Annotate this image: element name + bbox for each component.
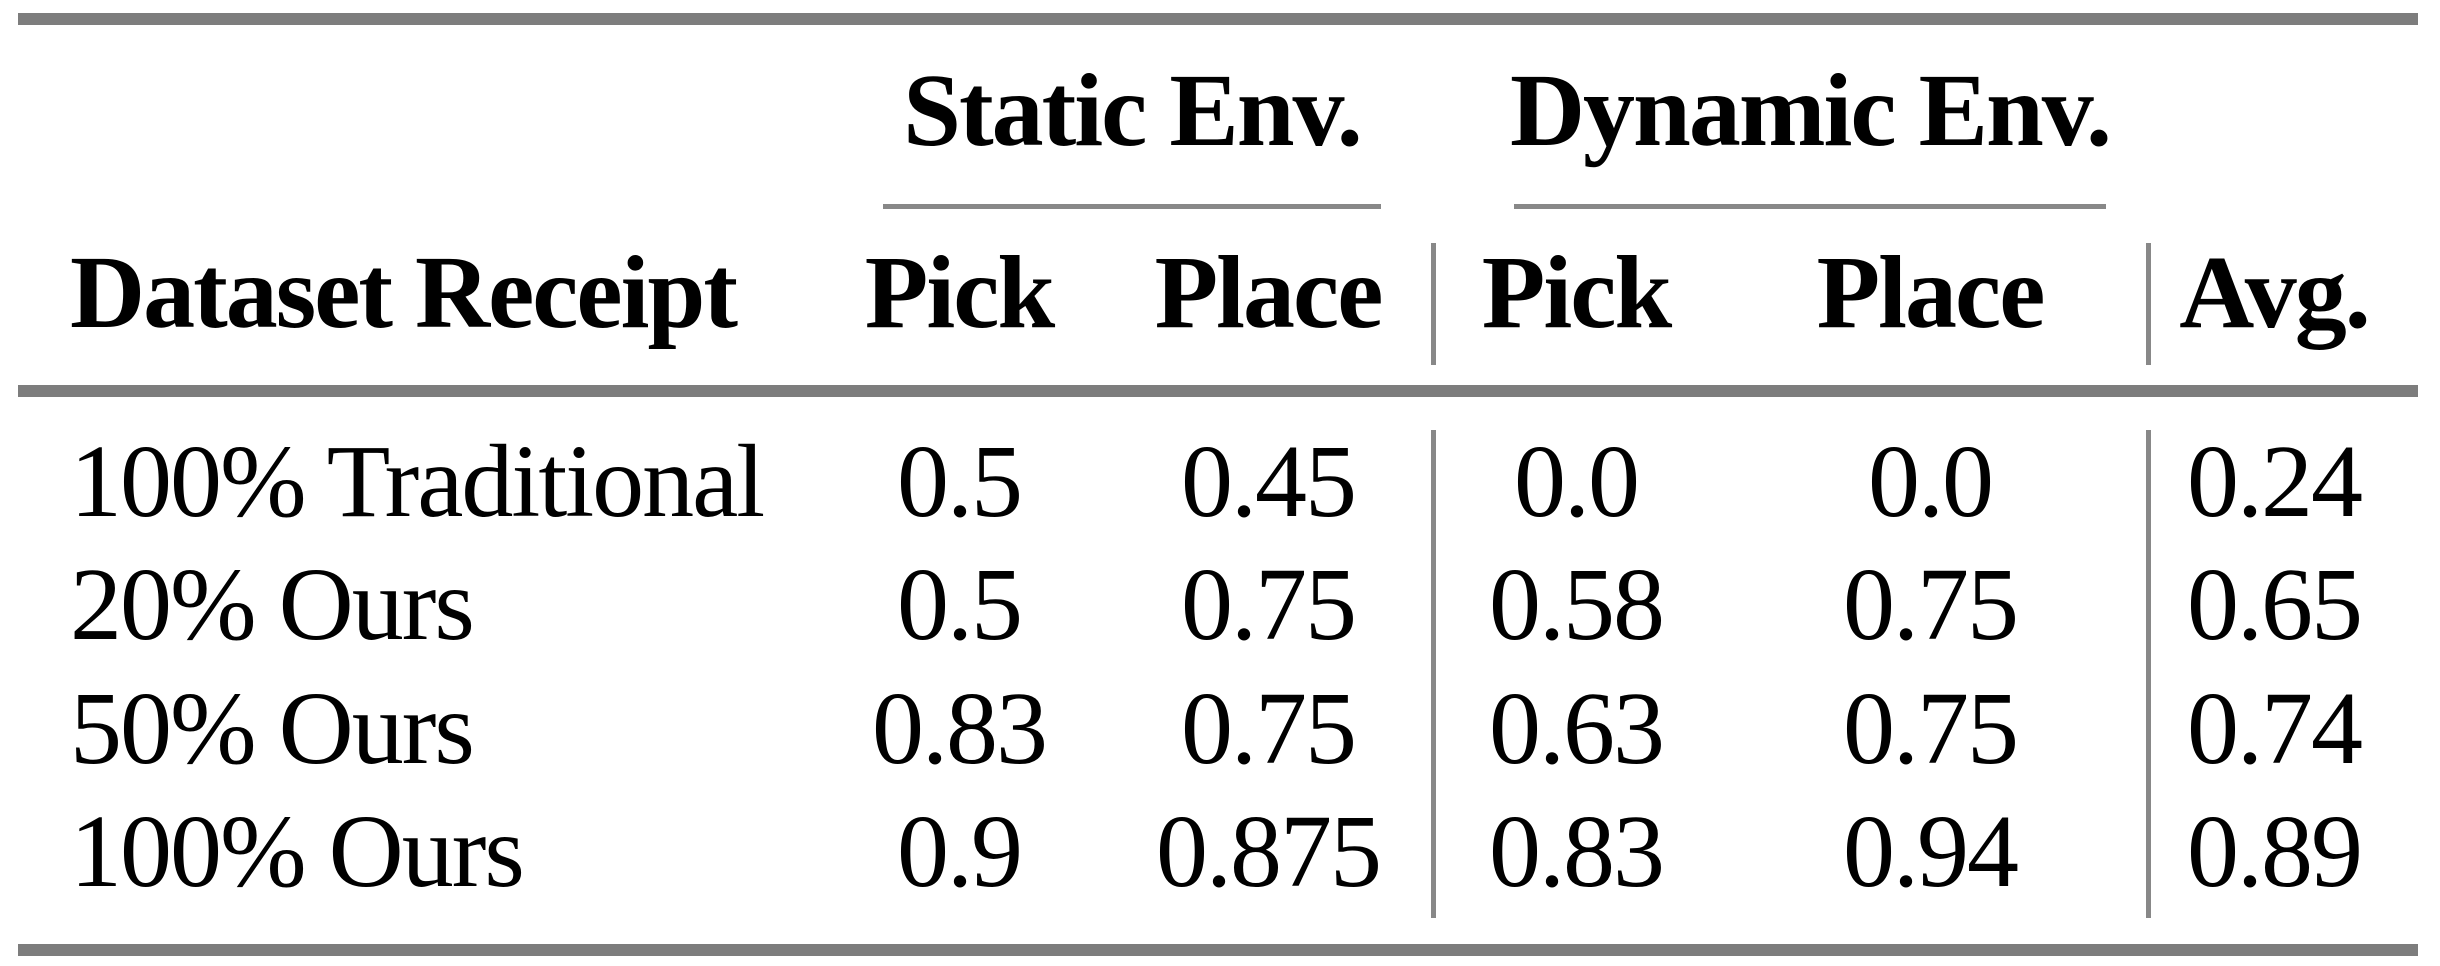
cell-static-place: 0.75 [1181,547,1357,662]
row-label: 100% Traditional [70,424,765,539]
cell-static-place: 0.75 [1181,671,1357,786]
cell-static-place: 0.875 [1156,794,1382,909]
cell-dynamic-pick: 0.58 [1489,547,1665,662]
cell-static-place: 0.45 [1181,424,1357,539]
dynamic-env-cmidrule [1514,204,2106,209]
column-group-dynamic-env: Dynamic Env. [1509,53,2112,168]
cell-static-pick: 0.5 [897,547,1023,662]
row-label: 100% Ours [70,794,525,909]
table-header-rule [18,385,2418,397]
cell-static-pick: 0.9 [897,794,1023,909]
col-header-static-place: Place [1154,235,1384,350]
avg-separator-header [2146,243,2151,365]
table-bottom-rule [18,944,2418,956]
cell-dynamic-place: 0.0 [1868,424,1994,539]
cell-dynamic-place: 0.75 [1843,547,2019,662]
cell-static-pick: 0.83 [872,671,1048,786]
cell-dynamic-pick: 0.63 [1489,671,1665,786]
cell-dynamic-pick: 0.83 [1489,794,1665,909]
avg-separator-body [2146,430,2151,918]
col-header-dynamic-pick: Pick [1481,235,1672,350]
cell-static-pick: 0.5 [897,424,1023,539]
col-header-avg: Avg. [2179,235,2370,350]
column-group-static-env: Static Env. [903,53,1363,168]
row-label: 20% Ours [70,547,475,662]
cell-dynamic-place: 0.94 [1843,794,2019,909]
cell-avg: 0.65 [2187,547,2363,662]
cell-avg: 0.74 [2187,671,2363,786]
cell-dynamic-pick: 0.0 [1514,424,1640,539]
cell-avg: 0.24 [2187,424,2363,539]
static-dynamic-separator-header [1431,243,1436,365]
static-dynamic-separator-body [1431,430,1436,918]
table-top-rule [18,13,2418,25]
cell-dynamic-place: 0.75 [1843,671,2019,786]
col-header-static-pick: Pick [864,235,1055,350]
stub-header: Dataset Receipt [70,235,738,350]
col-header-dynamic-place: Place [1816,235,2046,350]
cell-avg: 0.89 [2187,794,2363,909]
row-label: 50% Ours [70,671,475,786]
static-env-cmidrule [883,204,1381,209]
